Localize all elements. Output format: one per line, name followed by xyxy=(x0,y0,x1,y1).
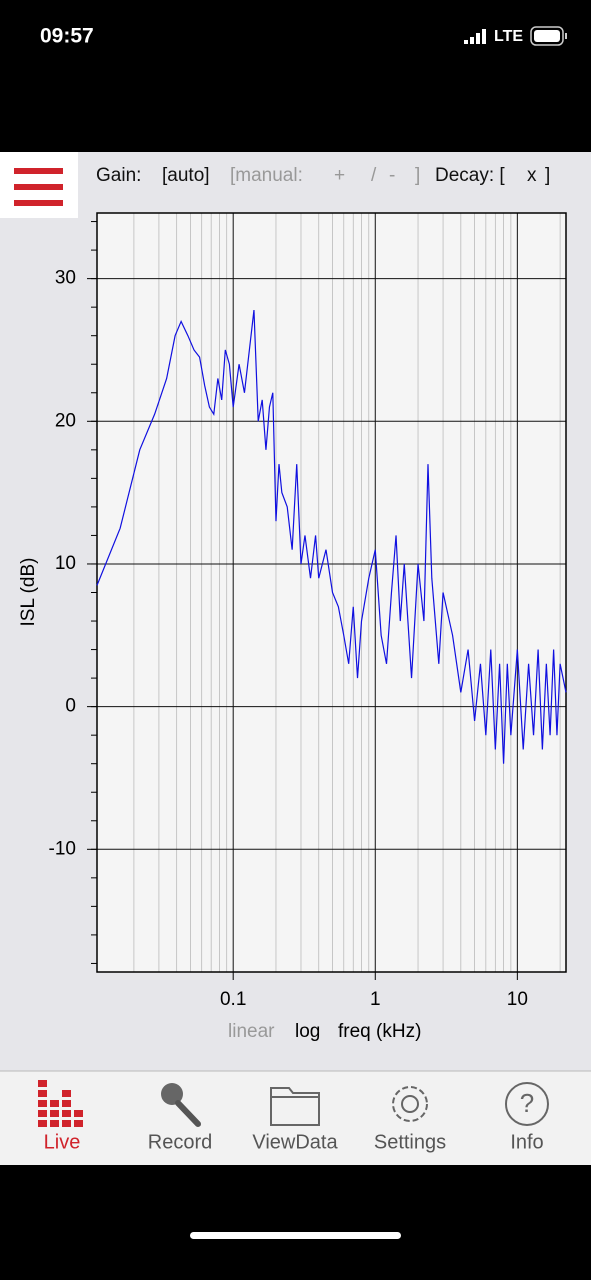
x-tick-label: 0.1 xyxy=(220,989,246,1010)
decay-x[interactable]: x xyxy=(527,165,537,186)
tab-label[interactable]: Record xyxy=(148,1131,212,1153)
gain-minus: - xyxy=(389,165,395,186)
gain-manual: [manual: xyxy=(230,165,303,186)
x-tick-label: 1 xyxy=(370,989,381,1010)
signal-icon xyxy=(464,29,486,44)
y-tick-label: 0 xyxy=(65,696,76,717)
x-axis-label: freq (kHz) xyxy=(338,1021,421,1042)
y-axis-label: ISL (dB) xyxy=(18,558,39,627)
decay-label: Decay: [ xyxy=(435,165,505,186)
record-icon xyxy=(161,1083,201,1127)
svg-text:?: ? xyxy=(520,1088,534,1118)
y-tick-label: -10 xyxy=(49,838,76,859)
x-mode-linear[interactable]: linear xyxy=(228,1021,275,1042)
battery-icon xyxy=(530,26,567,46)
gain-label: Gain: xyxy=(96,165,141,186)
live-icon xyxy=(38,1080,83,1127)
spectrum-line xyxy=(96,309,567,764)
gain-slash: / xyxy=(371,165,377,186)
gain-plus: + xyxy=(334,165,345,186)
tab-label[interactable]: ViewData xyxy=(252,1131,338,1153)
y-tick-label: 20 xyxy=(55,410,76,431)
tab-label[interactable]: Settings xyxy=(374,1131,446,1153)
plot-area xyxy=(97,213,566,972)
x-mode-log[interactable]: log xyxy=(295,1021,320,1042)
viewdata-icon xyxy=(270,1087,320,1126)
gain-auto[interactable]: [auto] xyxy=(162,165,210,186)
tab-label[interactable]: Info xyxy=(510,1131,543,1153)
home-indicator xyxy=(190,1232,401,1239)
menu-button[interactable] xyxy=(0,152,78,218)
tab-bar xyxy=(0,1071,591,1165)
tab-label[interactable]: Live xyxy=(44,1131,81,1153)
gain-close: ] xyxy=(415,165,420,186)
y-tick-label: 10 xyxy=(55,553,76,574)
info-icon: ? xyxy=(505,1082,549,1126)
status-network: LTE xyxy=(494,28,523,45)
y-tick-label: 30 xyxy=(55,268,76,289)
settings-icon xyxy=(392,1086,428,1122)
plot: 30 20 10 0 -10 0.1 1 10 xyxy=(49,212,567,1010)
status-time: 09:57 xyxy=(40,25,94,48)
decay-close: ] xyxy=(545,165,550,186)
plot-frame xyxy=(96,212,567,973)
x-tick-label: 10 xyxy=(507,989,528,1010)
